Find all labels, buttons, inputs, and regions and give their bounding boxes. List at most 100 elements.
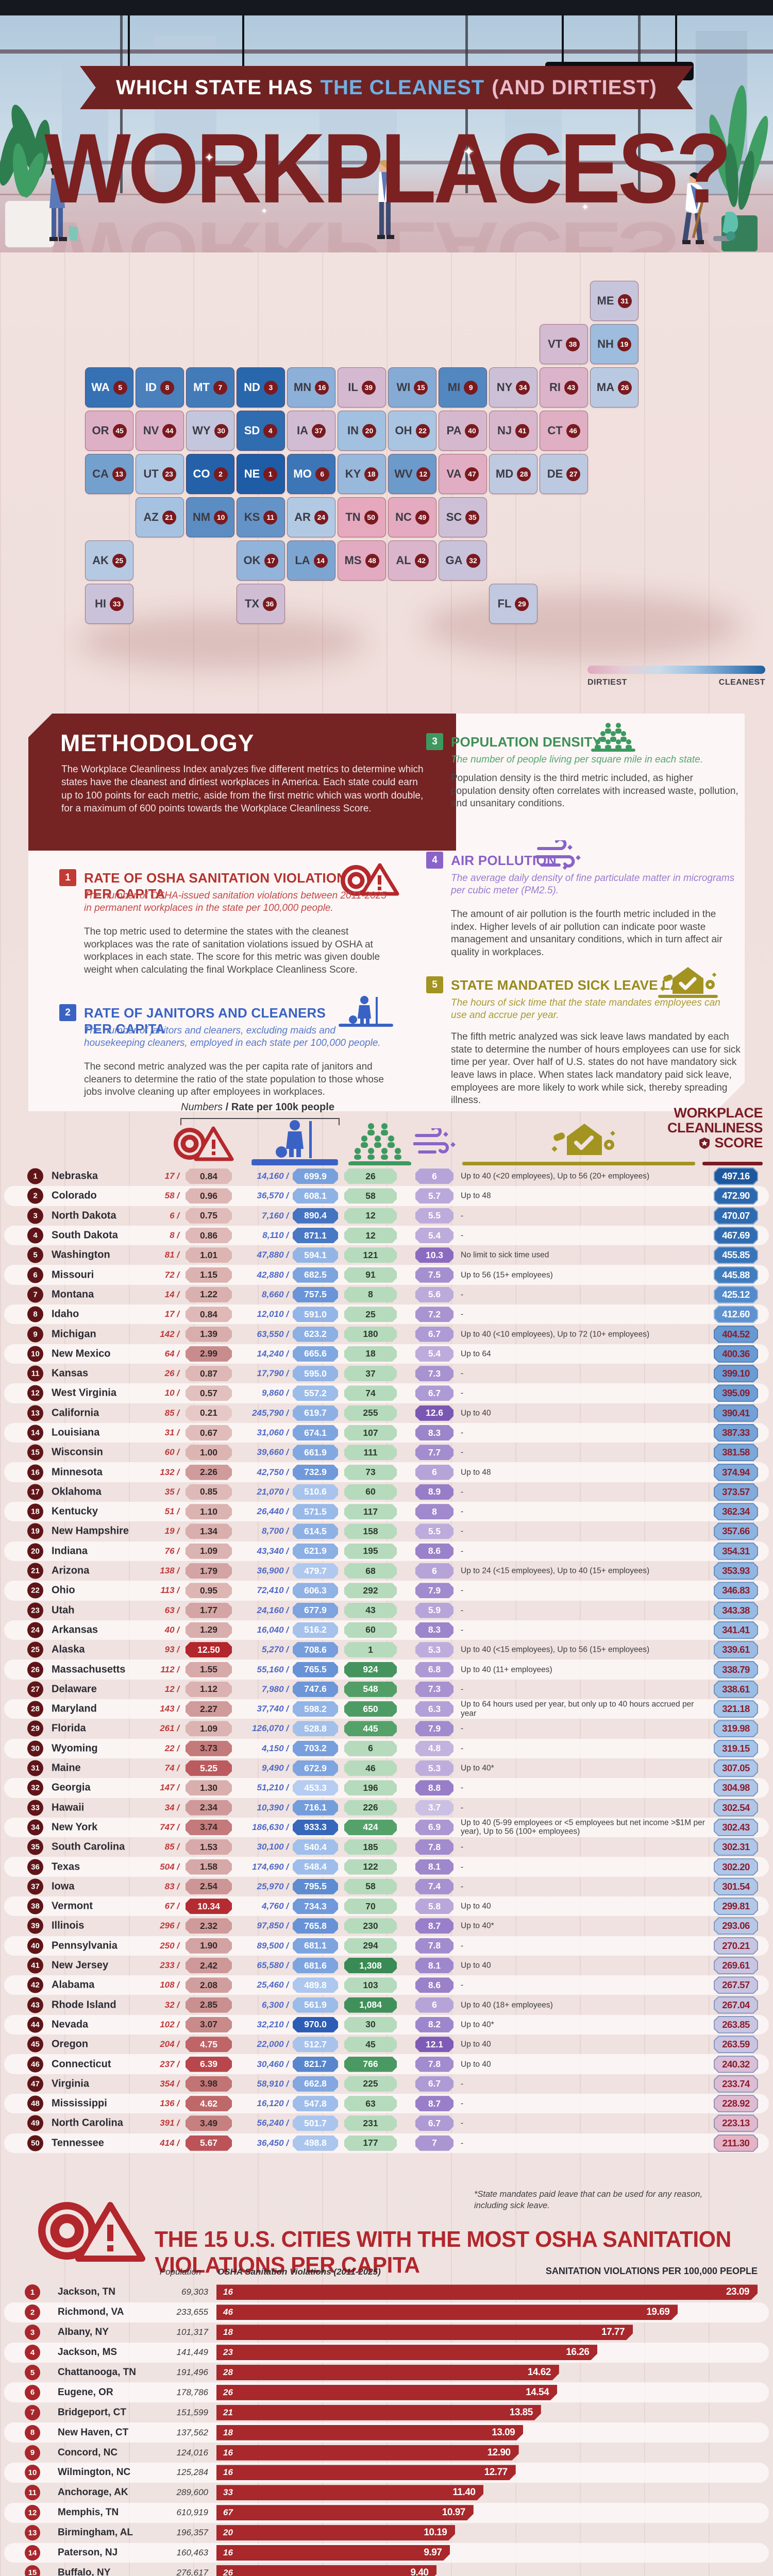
map-state-mi: MI 9 bbox=[439, 367, 487, 408]
rank-badge: 44 bbox=[27, 2016, 43, 2033]
city-row-albany-ny: 3 Albany, NY 101,317 18 17.77 bbox=[4, 2323, 769, 2343]
cleanliness-score-value: 339.61 bbox=[715, 1642, 757, 1657]
osha-violations-count: 64 / bbox=[164, 1348, 179, 1359]
map-state-ma: MA 26 bbox=[590, 367, 638, 408]
table-row-kansas: 11 Kansas 26 / 0.87 17,790 / 595.0 37 7.3- 399.1… bbox=[4, 1364, 769, 1383]
item-number-badge: 4 bbox=[426, 852, 443, 869]
osha-violations-rate-pill: 2.32 bbox=[186, 1918, 232, 1934]
janitors-count: 9,860 / bbox=[262, 1388, 289, 1398]
state-name: Maine bbox=[52, 1762, 81, 1774]
population-density-pill: 12 bbox=[344, 1228, 397, 1243]
janitors-count: 186,630 / bbox=[252, 1822, 289, 1832]
janitors-rate-pill: 757.5 bbox=[293, 1287, 338, 1302]
state-name: North Dakota bbox=[52, 1210, 116, 1222]
janitors-count: 126,070 / bbox=[252, 1723, 289, 1734]
city-row-paterson-nj: 14 Paterson, NJ 160,463 16 9.97 bbox=[4, 2543, 769, 2563]
table-row-arizona: 21 Arizona 138 / 1.79 36,900 / 479.7 68 6 Up to … bbox=[4, 1561, 769, 1581]
air-pollution-pill: 7.8 bbox=[415, 2057, 453, 2072]
air-pollution-pill: 7.8 bbox=[415, 1938, 453, 1954]
city-row-anchorage-ak: 11 Anchorage, AK 289,600 33 11.40 bbox=[4, 2483, 769, 2503]
population-density-pill: 225 bbox=[344, 2076, 397, 2092]
cleanliness-score-value: 263.59 bbox=[715, 2037, 757, 2052]
air-pollution-pill: 5.6 bbox=[415, 1287, 453, 1302]
map-state-ca: CA 13 bbox=[85, 454, 133, 494]
janitors-count: 24,160 / bbox=[257, 1605, 289, 1615]
cleanliness-score-pill: 455.85 bbox=[714, 1246, 758, 1264]
city-row-chattanooga-tn: 5 Chattanooga, TN 191,496 28 14.62 bbox=[4, 2363, 769, 2383]
city-name: Bridgeport, CT bbox=[58, 2406, 126, 2418]
state-rank-badge: 37 bbox=[312, 423, 326, 438]
rank-badge: 14 bbox=[27, 1425, 43, 1441]
state-abbr-label: NC bbox=[395, 511, 412, 523]
rank-badge: 37 bbox=[27, 1878, 43, 1895]
table-row-new-jersey: 41 New Jersey 233 / 2.42 65,580 / 681.6 1,308 8… bbox=[4, 1956, 769, 1975]
cleanliness-score-pill: 299.81 bbox=[714, 1897, 758, 1915]
osha-violations-count: 6 / bbox=[170, 1210, 179, 1221]
rank-badge: 3 bbox=[27, 1208, 43, 1224]
state-abbr-label: WV bbox=[394, 467, 413, 480]
cleanliness-score-value: 412.60 bbox=[715, 1307, 757, 1322]
janitors-count: 26,440 / bbox=[257, 1506, 289, 1517]
table-row-oregon: 45 Oregon 204 / 4.75 22,000 / 512.7 45 12.1 Up t… bbox=[4, 2035, 769, 2054]
population-density-pill: 37 bbox=[344, 1366, 397, 1381]
osha-violations-count: 85 / bbox=[164, 1842, 179, 1852]
state-rank-badge: 42 bbox=[414, 553, 429, 568]
air-pollution-pill: 6.3 bbox=[415, 1701, 453, 1717]
city-violations-bar: 67 10.97 bbox=[216, 2505, 474, 2520]
state-abbr-label: MI bbox=[447, 381, 461, 394]
state-name: Montana bbox=[52, 1289, 94, 1300]
rank-badge: 20 bbox=[27, 1543, 43, 1560]
janitors-count: 72,410 / bbox=[257, 1585, 289, 1596]
map-state-ia: IA 37 bbox=[287, 411, 335, 451]
janitors-count: 6,300 / bbox=[262, 1999, 289, 2010]
air-pollution-pill: 10.3 bbox=[415, 1247, 453, 1263]
table-row-north-dakota: 3 North Dakota 6 / 0.75 7,160 / 890.4 12 5.5- 47… bbox=[4, 1206, 769, 1226]
janitors-count: 12,010 / bbox=[257, 1309, 289, 1319]
map-state-me: ME 31 bbox=[590, 281, 638, 321]
osha-violations-count: 747 / bbox=[160, 1822, 179, 1832]
state-name: Alabama bbox=[52, 1979, 95, 1991]
cleanliness-score-pill: 467.69 bbox=[714, 1227, 758, 1244]
osha-violations-count: 108 / bbox=[160, 1980, 179, 1990]
rank-badge: 49 bbox=[27, 2115, 43, 2131]
state-rank-badge: 27 bbox=[566, 467, 581, 481]
city-violations-rate: 16.26 bbox=[566, 2347, 590, 2358]
cleanliness-score-pill: 269.61 bbox=[714, 1957, 758, 1974]
sick-leave-law-text: - bbox=[461, 1547, 464, 1556]
lamp-rod bbox=[128, 15, 130, 71]
table-row-west-virginia: 12 West Virginia 10 / 0.57 9,860 / 557.2 74 6.7… bbox=[4, 1383, 769, 1403]
state-name: Kentucky bbox=[52, 1505, 98, 1517]
state-rank-badge: 5 bbox=[113, 380, 127, 395]
map-state-ut: UT 23 bbox=[136, 454, 184, 494]
osha-violations-count: 250 / bbox=[160, 1940, 179, 1951]
janitors-rate-pill: 682.5 bbox=[293, 1267, 338, 1283]
janitors-rate-pill: 591.0 bbox=[293, 1307, 338, 1322]
rank-badge: 12 bbox=[27, 1385, 43, 1401]
osha-violations-count: 14 / bbox=[164, 1289, 179, 1299]
state-abbr-label: AR bbox=[294, 511, 311, 523]
cleanliness-score-value: 338.61 bbox=[715, 1682, 757, 1697]
janitors-rate-pill: 703.2 bbox=[293, 1741, 338, 1756]
city-name: Albany, NY bbox=[58, 2327, 109, 2338]
state-name: Utah bbox=[52, 1604, 75, 1616]
osha-violations-rate-pill: 0.21 bbox=[186, 1405, 232, 1421]
cleanliness-score-value: 302.20 bbox=[715, 1859, 757, 1875]
sick-leave-law-text: - bbox=[461, 1428, 464, 1437]
table-row-mississippi: 48 Mississippi 136 / 4.62 16,120 / 547.8 63 8.7… bbox=[4, 2093, 769, 2114]
state-cleanliness-table: 1 Nebraska 17 /0.84 14,160 /699.9 26 6 Up to 4… bbox=[0, 1166, 773, 2153]
janitors-rate-pill: 699.9 bbox=[293, 1168, 338, 1184]
rank-badge: 29 bbox=[27, 1720, 43, 1737]
state-name: Michigan bbox=[52, 1328, 96, 1340]
cleanliness-score-pill: 339.61 bbox=[714, 1641, 758, 1658]
table-row-nevada: 44 Nevada 102 / 3.07 32,210 / 970.0 30 8.2 Up to… bbox=[4, 2014, 769, 2035]
janitors-count: 17,790 / bbox=[257, 1368, 289, 1379]
table-row-maine: 31 Maine 74 / 5.25 9,490 / 672.9 46 5.3 Up to 40… bbox=[4, 1758, 769, 1778]
state-abbr-label: CO bbox=[193, 467, 210, 480]
cities-population-header: Population bbox=[159, 2267, 201, 2277]
osha-violations-count: 19 / bbox=[164, 1526, 179, 1536]
sick-leave-law-text: Up to 40 (18+ employees) bbox=[461, 2000, 553, 2009]
population-density-pill: 230 bbox=[344, 1918, 397, 1934]
air-pollution-pill: 5.4 bbox=[415, 1346, 453, 1362]
osha-violations-count: 136 / bbox=[160, 2098, 179, 2109]
city-rank-badge: 5 bbox=[25, 2365, 40, 2380]
